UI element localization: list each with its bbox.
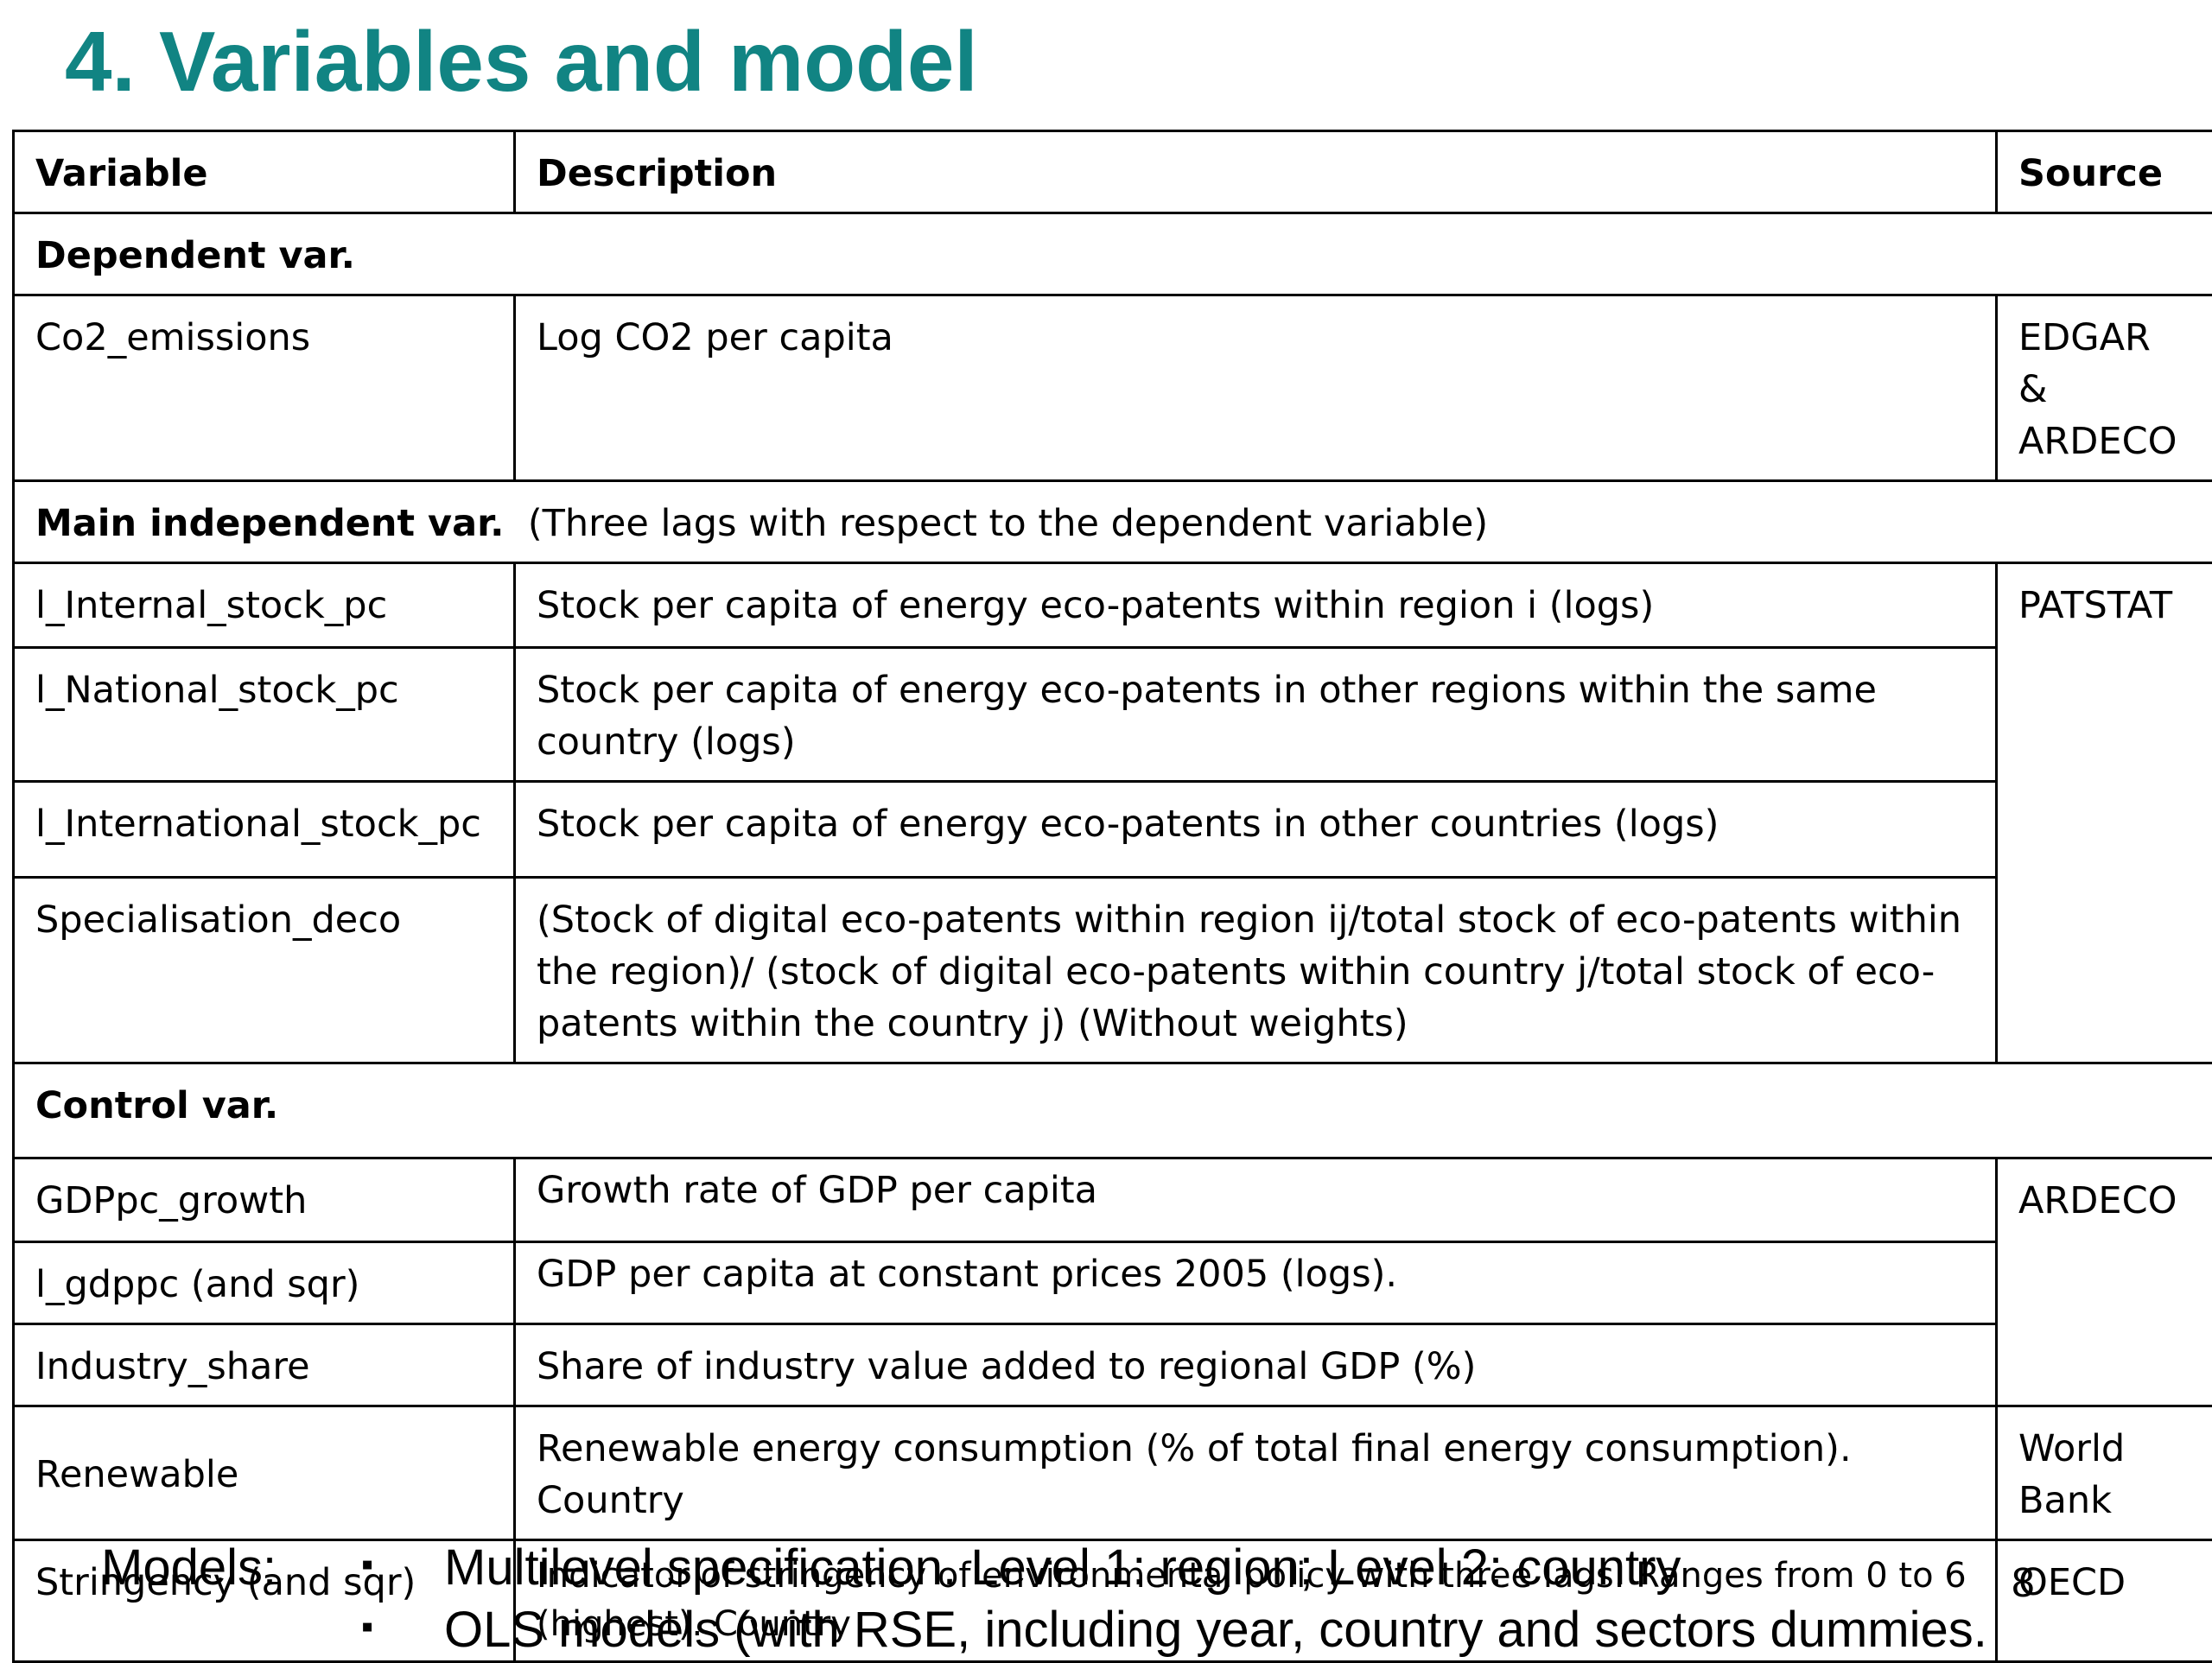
variable-cell: l_National_stock_pc: [14, 648, 515, 782]
section-row-dependent: Dependent var.: [14, 213, 2212, 295]
section-row-main-independent: Main independent var. (Three lags with r…: [14, 481, 2212, 563]
section-control-label: Control var.: [14, 1063, 2212, 1158]
variable-cell: Co2_emissions: [14, 295, 515, 481]
table-row: Specialisation_deco (Stock of digital ec…: [14, 878, 2212, 1063]
variable-cell: l_gdppc (and sqr): [14, 1242, 515, 1324]
description-cell: Growth rate of GDP per capita: [515, 1158, 1997, 1242]
description-cell: GDP per capita at constant prices 2005 (…: [515, 1242, 1997, 1324]
variable-cell: l_Internal_stock_pc: [14, 563, 515, 648]
description-cell: Log CO2 per capita: [515, 295, 1997, 481]
source-cell-worldbank: World Bank: [1997, 1406, 2212, 1540]
source-line: Bank: [2018, 1479, 2112, 1522]
description-cell: Renewable energy consumption (% of total…: [515, 1406, 1997, 1540]
table-row: Co2_emissions Log CO2 per capita EDGAR &…: [14, 295, 2212, 481]
variable-cell: Renewable: [14, 1406, 515, 1540]
variables-table: Variable Description Source Dependent va…: [12, 130, 2212, 1663]
table-row: Renewable Renewable energy consumption (…: [14, 1406, 2212, 1540]
table-row: l_Internal_stock_pc Stock per capita of …: [14, 563, 2212, 648]
models-label: Models:: [101, 1539, 276, 1596]
source-cell-patstat: PATSTAT: [1997, 563, 2212, 1063]
bullet-icon: ▪: [361, 1608, 373, 1647]
variable-cell: l_International_stock_pc: [14, 782, 515, 878]
description-cell: (Stock of digital eco-patents within reg…: [515, 878, 1997, 1063]
section-dependent-label: Dependent var.: [14, 213, 2212, 295]
bullet-icon: ▪: [361, 1546, 373, 1584]
section-row-control: Control var.: [14, 1063, 2212, 1158]
section-main-note: (Three lags with respect to the dependen…: [528, 502, 1488, 545]
section-main-label: Main independent var.: [35, 502, 505, 545]
table-row: l_gdppc (and sqr) GDP per capita at cons…: [14, 1242, 2212, 1324]
model-item: OLS models (with RSE, including year, co…: [444, 1601, 1987, 1659]
description-cell: Share of industry value added to regiona…: [515, 1324, 1997, 1406]
source-line: World: [2018, 1427, 2125, 1470]
table-row: l_National_stock_pc Stock per capita of …: [14, 648, 2212, 782]
header-description: Description: [515, 131, 1997, 213]
variable-cell: GDPpc_growth: [14, 1158, 515, 1242]
description-cell: Stock per capita of energy eco-patents i…: [515, 782, 1997, 878]
table-row: GDPpc_growth Growth rate of GDP per capi…: [14, 1158, 2212, 1242]
page-number: 8: [2012, 1559, 2035, 1607]
table-row: Industry_share Share of industry value a…: [14, 1324, 2212, 1406]
variable-cell: Industry_share: [14, 1324, 515, 1406]
section-main-independent: Main independent var. (Three lags with r…: [14, 481, 2212, 563]
source-line: EDGAR &: [2018, 316, 2151, 411]
header-source: Source: [1997, 131, 2212, 213]
source-line: ARDECO: [2018, 420, 2177, 463]
source-cell-ardeco: ARDECO: [1997, 1158, 2212, 1406]
variable-cell: Specialisation_deco: [14, 878, 515, 1063]
slide-title: 4. Variables and model: [65, 16, 978, 109]
description-cell: Stock per capita of energy eco-patents i…: [515, 648, 1997, 782]
table-header-row: Variable Description Source: [14, 131, 2212, 213]
description-cell: Stock per capita of energy eco-patents w…: [515, 563, 1997, 648]
table-row: l_International_stock_pc Stock per capit…: [14, 782, 2212, 878]
model-item: Multilevel specification. Level 1: regio…: [444, 1539, 1681, 1596]
source-cell: EDGAR & ARDECO: [1997, 295, 2212, 481]
header-variable: Variable: [14, 131, 515, 213]
